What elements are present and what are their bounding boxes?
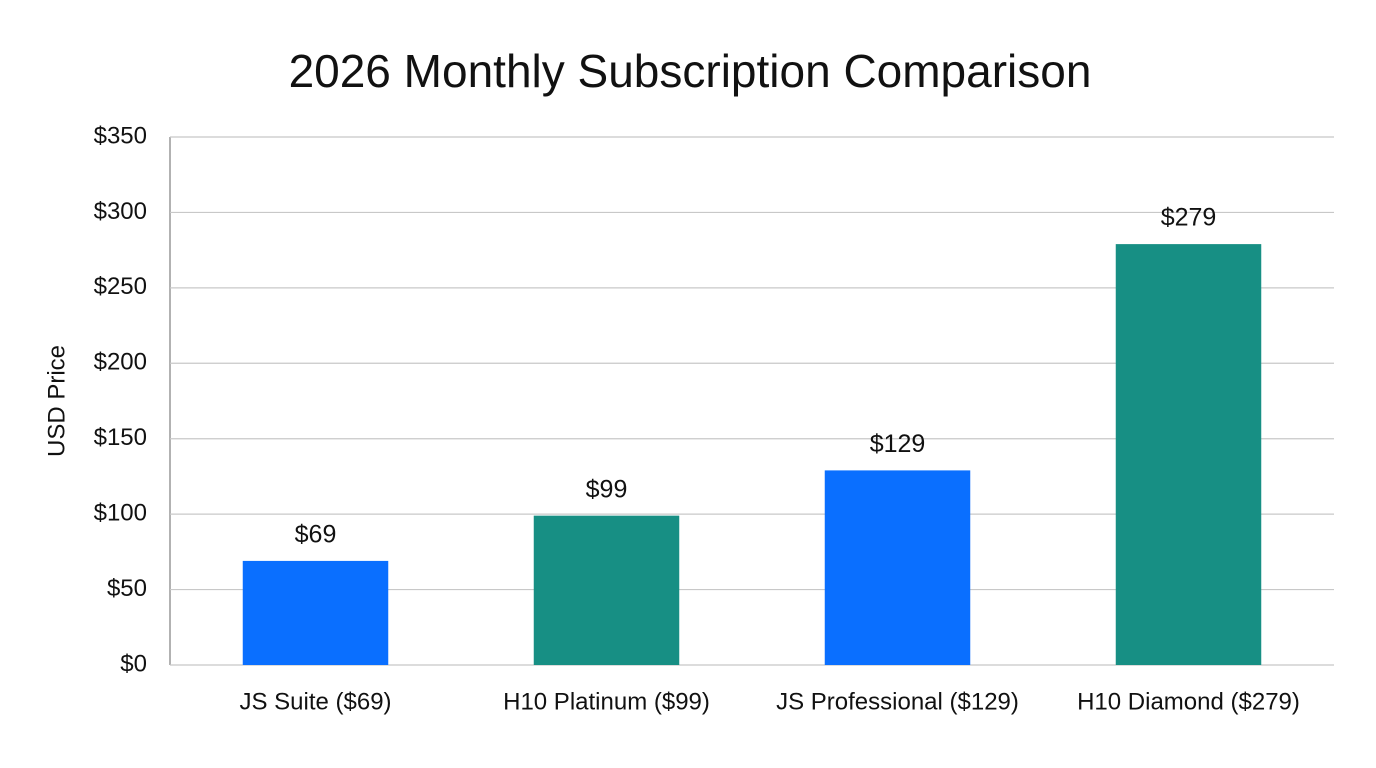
x-tick-label: H10 Diamond ($279) [1077, 688, 1300, 715]
y-tick-label: $250 [94, 273, 147, 300]
y-tick-label: $50 [107, 575, 147, 602]
x-tick-label: JS Professional ($129) [776, 688, 1019, 715]
x-tick-label: H10 Platinum ($99) [503, 688, 710, 715]
value-label: $129 [870, 430, 926, 458]
y-tick-label: $300 [94, 198, 147, 225]
value-label: $69 [295, 521, 337, 549]
x-tick-label: JS Suite ($69) [239, 688, 391, 715]
value-label: $279 [1161, 204, 1217, 232]
bar [824, 470, 971, 665]
chart-title: 2026 Monthly Subscription Comparison [289, 45, 1092, 97]
y-tick-label: $0 [120, 650, 147, 677]
y-axis-label: USD Price [43, 345, 70, 457]
y-tick-label: $200 [94, 349, 147, 376]
y-tick-label: $350 [94, 122, 147, 149]
value-label: $99 [586, 475, 628, 503]
bar [242, 560, 389, 665]
y-tick-label: $150 [94, 424, 147, 451]
y-tick-label: $100 [94, 499, 147, 526]
bar [533, 515, 680, 665]
bar [1115, 244, 1262, 665]
